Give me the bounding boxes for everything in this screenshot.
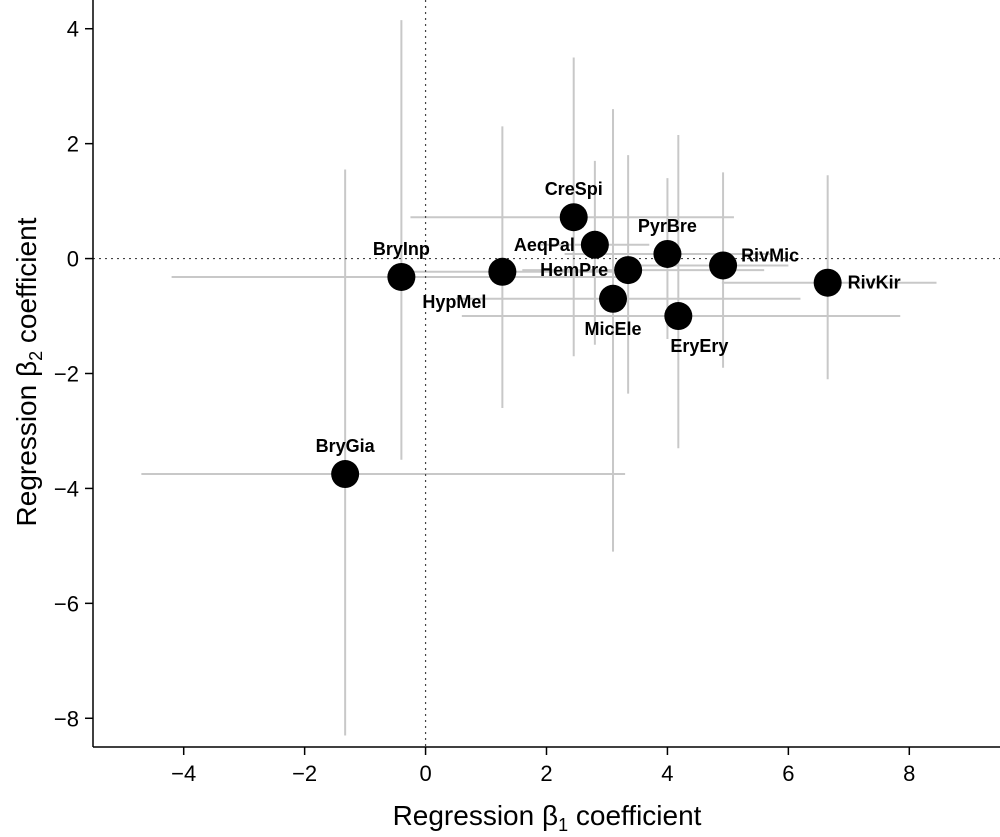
point-label: CreSpi — [545, 179, 603, 199]
y-tick-label: −2 — [54, 362, 79, 387]
point-label: HemPre — [540, 260, 608, 280]
data-point — [488, 257, 517, 286]
point-label: BryInp — [373, 239, 430, 259]
data-point — [580, 230, 609, 259]
point-label: AeqPal — [514, 235, 575, 255]
points-layer — [331, 203, 842, 489]
x-tick-label: −2 — [292, 761, 317, 786]
data-point — [331, 460, 360, 489]
x-tick-label: 8 — [903, 761, 915, 786]
reference-lines-layer — [93, 0, 1000, 747]
data-point — [664, 302, 693, 331]
point-label: PyrBre — [638, 216, 697, 236]
y-tick-label: 4 — [67, 17, 79, 42]
y-axis-title-subscript: 2 — [26, 351, 46, 361]
x-axis-title-subscript: 1 — [558, 815, 568, 835]
y-axis-title-prefix: Regression β — [11, 361, 42, 527]
point-labels-layer: BryGia BryInp HypMel CreSpi AeqPal MicEle HemP… — [316, 179, 901, 456]
x-tick-label: 0 — [419, 761, 431, 786]
x-axis-title-suffix: coefficient — [568, 800, 702, 831]
y-axis-title-suffix: coefficient — [11, 217, 42, 351]
x-tick-label: 2 — [540, 761, 552, 786]
point-label: EryEry — [670, 336, 728, 356]
data-point — [813, 268, 842, 297]
point-label: RivKir — [848, 273, 901, 293]
x-tick-label: −4 — [171, 761, 196, 786]
data-point — [614, 256, 643, 285]
axes-layer — [92, 0, 1000, 748]
data-point — [653, 239, 682, 268]
x-tick-label: 6 — [782, 761, 794, 786]
error-bars-layer — [141, 20, 937, 736]
data-point — [387, 262, 416, 291]
x-axis-title: Regression β1 coefficient — [393, 800, 702, 835]
y-tick-label: −4 — [54, 476, 79, 501]
point-label: RivMic — [741, 245, 799, 265]
point-label: MicEle — [584, 319, 641, 339]
y-tick-label: 0 — [67, 247, 79, 272]
data-point — [709, 251, 738, 280]
y-tick-label: 2 — [67, 132, 79, 157]
point-label: BryGia — [316, 436, 376, 456]
x-axis-title-prefix: Regression β — [393, 800, 559, 831]
y-axis-title: Regression β2 coefficient — [11, 217, 46, 526]
data-point — [559, 203, 588, 232]
x-tick-label: 4 — [661, 761, 673, 786]
ticks-layer: −4 −2 0 2 4 6 8 −8 −6 −4 −2 0 2 4 — [54, 17, 916, 786]
data-point — [599, 284, 628, 313]
y-tick-label: −6 — [54, 591, 79, 616]
y-tick-label: −8 — [54, 706, 79, 731]
point-label: HypMel — [422, 292, 486, 312]
